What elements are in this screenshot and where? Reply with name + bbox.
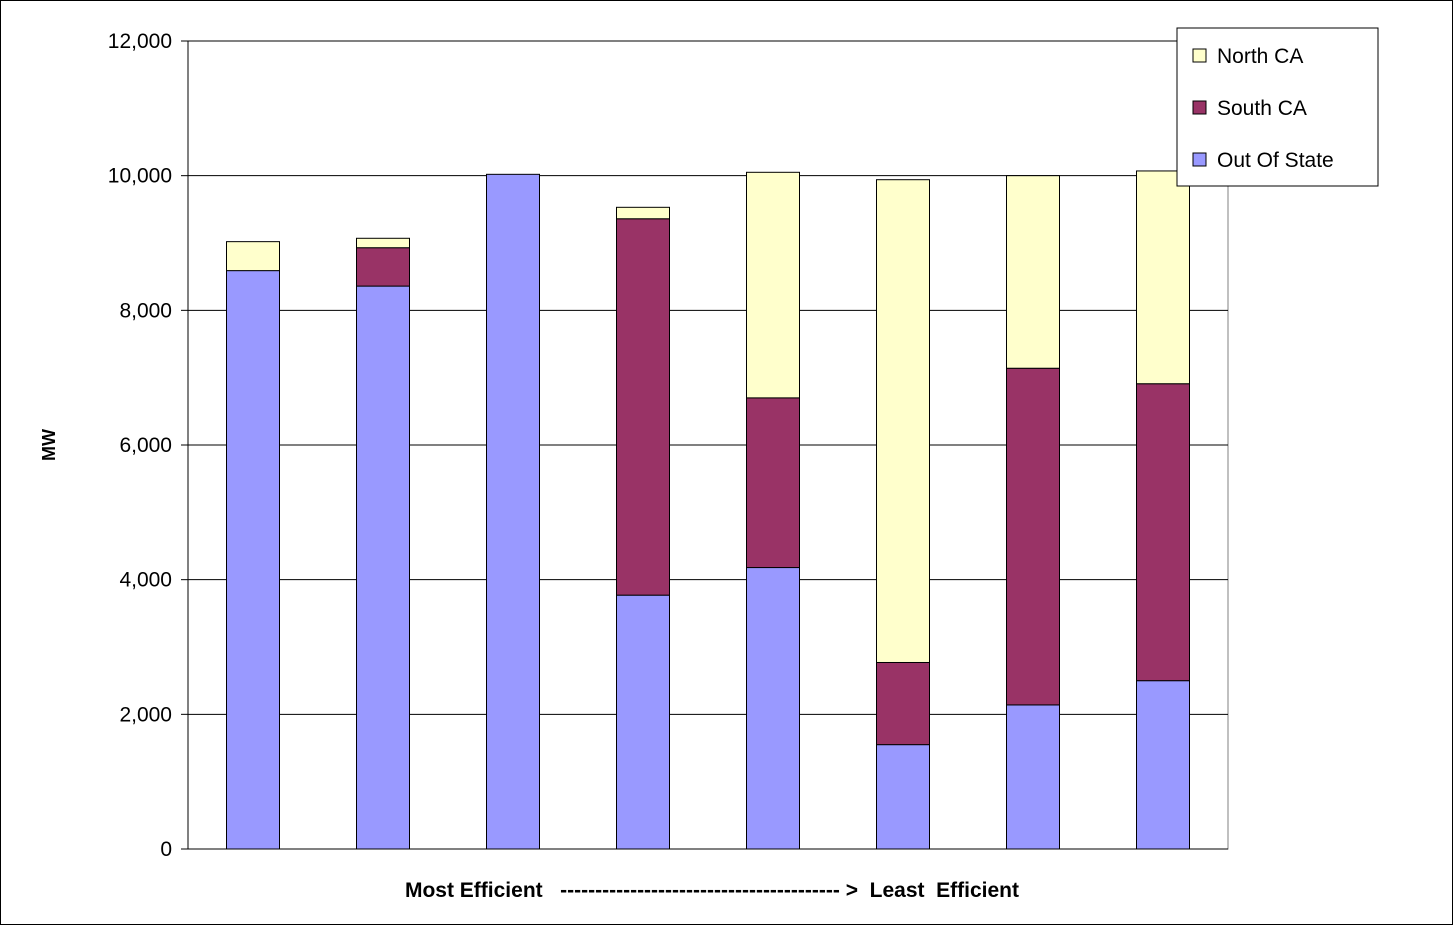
- legend-label: Out Of State: [1217, 149, 1334, 172]
- bar-segment-south-ca: [616, 218, 670, 596]
- legend-swatch: [1192, 100, 1207, 115]
- bar-segment-south-ca: [1006, 367, 1060, 706]
- y-tick-label: 2,000: [119, 703, 172, 726]
- bar-segment-out-of-state: [746, 567, 800, 850]
- bar-segment-out-of-state: [876, 744, 930, 850]
- bar-segment-north-ca: [746, 171, 800, 399]
- legend-label: South CA: [1217, 97, 1307, 120]
- y-tick-label: 12,000: [108, 30, 172, 53]
- bar-stacks: [226, 170, 1190, 850]
- bar-segment-north-ca: [1006, 175, 1060, 369]
- legend-box: [1176, 27, 1379, 187]
- y-tick-label: 4,000: [119, 569, 172, 592]
- y-axis-title: MW: [39, 429, 59, 461]
- bar-segment-south-ca: [356, 247, 410, 287]
- bar-segment-south-ca: [746, 397, 800, 569]
- legend-swatch: [1192, 152, 1207, 167]
- bar-segment-out-of-state: [616, 594, 670, 850]
- bar-segment-south-ca: [876, 661, 930, 746]
- bar-segment-north-ca: [356, 237, 410, 249]
- y-tick-label: 10,000: [108, 165, 172, 188]
- bar-segment-south-ca: [1136, 383, 1190, 682]
- bar-segment-out-of-state: [486, 173, 540, 850]
- y-tick-label: 8,000: [119, 299, 172, 322]
- legend: North CA South CA Out Of State: [1176, 27, 1379, 187]
- bar-segment-out-of-state: [356, 285, 410, 850]
- y-tick-label: 6,000: [119, 434, 172, 457]
- bar-segment-north-ca: [1136, 170, 1190, 385]
- legend-label: North CA: [1217, 45, 1303, 68]
- bar-segment-out-of-state: [1136, 680, 1190, 850]
- y-tick-label: 0: [160, 838, 172, 861]
- bar-segment-north-ca: [616, 206, 670, 220]
- legend-swatch: [1192, 48, 1207, 63]
- plot-area: 0 2,000 4,000 6,000 8,000 10,000 12,000: [108, 30, 1229, 861]
- bar-segment-north-ca: [226, 241, 280, 272]
- bar-segment-out-of-state: [226, 270, 280, 850]
- bar-segment-out-of-state: [1006, 704, 1060, 850]
- bar-segment-north-ca: [876, 179, 930, 663]
- y-axis-ticks: 0 2,000 4,000 6,000 8,000 10,000 12,000: [108, 30, 188, 861]
- x-axis-title: Most Efficient -------------------------…: [405, 879, 1019, 902]
